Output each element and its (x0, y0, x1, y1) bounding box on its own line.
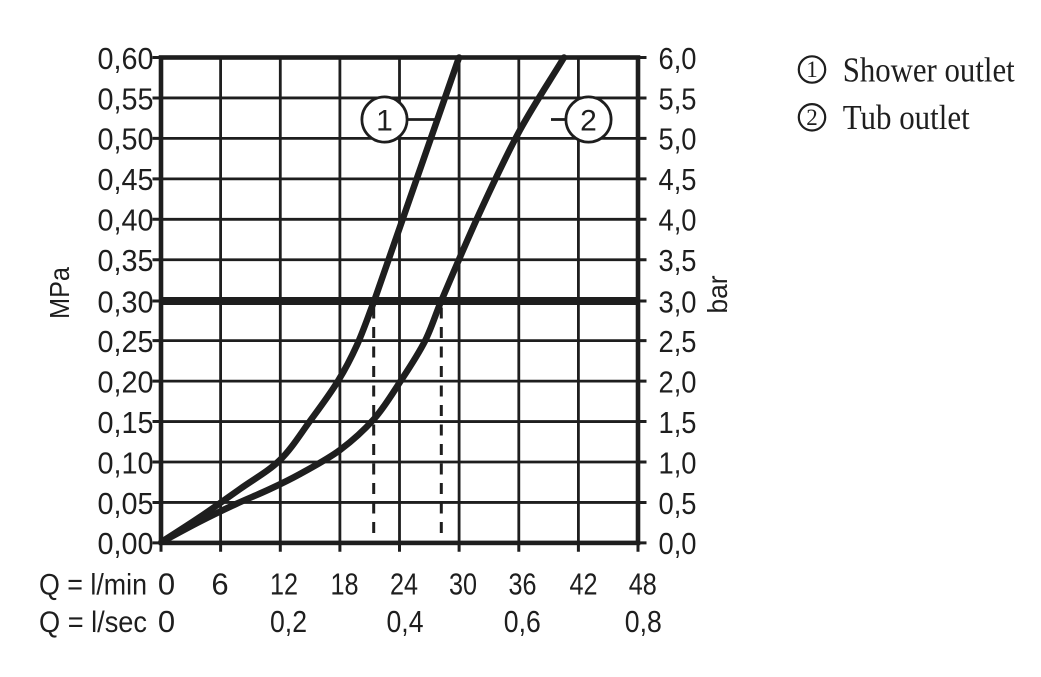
svg-text:0: 0 (158, 604, 175, 639)
svg-text:2: 2 (806, 105, 818, 130)
svg-text:0,2: 0,2 (270, 604, 307, 639)
svg-text:0,05: 0,05 (98, 486, 154, 521)
svg-text:5,5: 5,5 (659, 81, 697, 116)
svg-text:3,0: 3,0 (659, 284, 697, 319)
svg-text:24: 24 (390, 567, 418, 602)
svg-text:5,0: 5,0 (659, 122, 697, 157)
svg-text:0,35: 0,35 (98, 243, 154, 278)
svg-text:1: 1 (806, 57, 818, 82)
svg-text:30: 30 (449, 567, 477, 602)
svg-text:1,0: 1,0 (659, 445, 697, 480)
svg-text:36: 36 (509, 567, 537, 602)
svg-text:0,15: 0,15 (98, 405, 154, 440)
svg-text:0,45: 0,45 (98, 162, 154, 197)
svg-text:0,4: 0,4 (387, 604, 424, 639)
svg-text:4,5: 4,5 (659, 162, 697, 197)
svg-text:42: 42 (570, 567, 598, 602)
svg-text:0,55: 0,55 (98, 81, 154, 116)
svg-text:4,0: 4,0 (659, 203, 697, 238)
svg-text:0,30: 0,30 (98, 284, 154, 319)
svg-text:0,60: 0,60 (98, 41, 154, 76)
svg-text:0,6: 0,6 (504, 604, 541, 639)
svg-text:0,8: 0,8 (625, 604, 662, 639)
svg-text:0,25: 0,25 (98, 324, 154, 359)
svg-text:0,50: 0,50 (98, 122, 154, 157)
svg-text:0,0: 0,0 (659, 526, 697, 561)
svg-text:1,5: 1,5 (659, 405, 697, 440)
svg-text:18: 18 (331, 567, 359, 602)
svg-text:0,00: 0,00 (98, 526, 154, 561)
svg-text:Tub outlet: Tub outlet (843, 98, 970, 137)
svg-text:1: 1 (376, 105, 393, 138)
svg-text:Q = l/sec: Q = l/sec (39, 606, 147, 639)
svg-text:bar: bar (702, 276, 733, 314)
svg-text:2,5: 2,5 (659, 324, 697, 359)
svg-text:2,0: 2,0 (659, 364, 697, 399)
svg-text:0,20: 0,20 (98, 364, 154, 399)
svg-text:0: 0 (158, 567, 175, 602)
svg-text:2: 2 (580, 105, 597, 138)
svg-text:48: 48 (629, 567, 657, 602)
svg-text:0,10: 0,10 (98, 445, 154, 480)
svg-text:Q = l/min: Q = l/min (39, 569, 147, 602)
svg-text:0,40: 0,40 (98, 203, 154, 238)
svg-text:3,5: 3,5 (659, 243, 697, 278)
svg-text:MPa: MPa (44, 267, 75, 319)
svg-text:6,0: 6,0 (659, 41, 697, 76)
svg-text:6: 6 (211, 567, 228, 602)
svg-text:0,5: 0,5 (659, 486, 697, 521)
svg-text:12: 12 (270, 567, 298, 602)
svg-text:Shower outlet: Shower outlet (843, 51, 1015, 90)
